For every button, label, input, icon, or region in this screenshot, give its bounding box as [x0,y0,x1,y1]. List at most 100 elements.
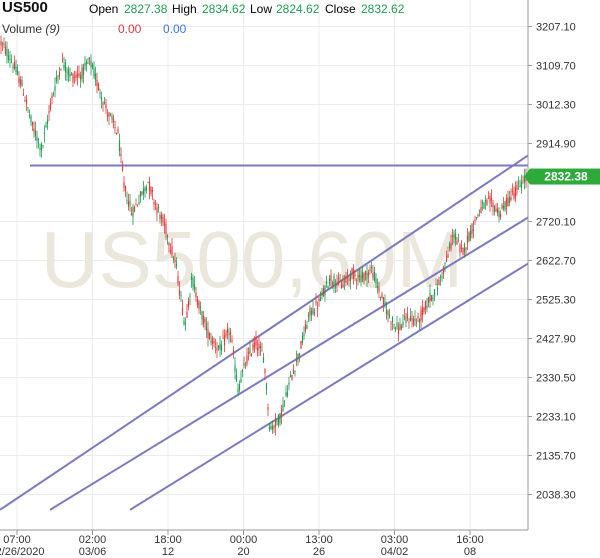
candle-body [517,182,520,184]
candle-body [489,195,491,204]
y-tick-label: 2914.90 [536,139,576,151]
trend-line-upper[interactable] [0,154,529,511]
candle-body [339,280,341,282]
candle-body [202,315,205,324]
candle-body [364,270,367,276]
candle-body [279,413,281,424]
candle-body [382,297,385,305]
candle-body [45,124,47,128]
candle-body [21,80,23,87]
candle-body [228,333,230,336]
candle-body [37,138,40,141]
candle-body [433,289,436,296]
candle-body [30,115,32,122]
candle-body [91,64,94,69]
y-tick-label: 2427.90 [536,334,576,346]
candle-body [387,311,389,315]
candle-body [319,297,322,302]
candle-body [162,216,164,223]
candle-body [175,263,178,267]
candle-body [147,182,149,184]
candle-body [55,77,58,81]
volume-value-1: 0.00 [118,22,142,36]
candle-body [450,242,452,250]
x-tick-date: 26 [313,546,325,558]
candle-body [64,62,67,72]
candle-body [505,197,508,207]
candle-body [219,343,221,350]
candle-body [186,311,188,318]
candle-body [22,94,25,96]
candle-body [379,297,382,299]
candle-body [100,97,103,101]
candle-body [189,295,191,297]
candle-body [60,69,62,71]
candle-body [295,358,298,362]
candle-body [232,350,235,355]
candle-body [288,382,290,385]
candle-body [267,407,269,410]
candle-body [249,348,251,354]
candle-body [63,64,65,68]
candle-body [403,316,406,318]
candle-body [499,214,502,218]
last-price-pointer [524,168,530,185]
candle-body [33,128,35,132]
candle-body [294,370,296,372]
candle-body [10,61,13,63]
trend-lines[interactable] [0,154,529,511]
candle-body [144,187,146,191]
candle-body [454,234,457,240]
candle-body [369,269,371,271]
candle-body [69,73,71,77]
candle-body [40,143,43,151]
candle-body [208,333,211,339]
candle-body [334,286,337,288]
candle-body [216,348,218,351]
candle-body [93,68,95,77]
candle-body [444,262,446,265]
candle-body [252,344,254,351]
candle-body [205,323,208,331]
trend-line-lower[interactable] [129,262,529,511]
trend-line-middle[interactable] [49,216,529,511]
candle-body [465,247,467,250]
candle-body [112,118,115,123]
volume-param: (9) [45,22,61,36]
y-tick-label: 2233.10 [536,412,576,424]
candle-body [519,185,521,188]
candle-body [492,202,494,208]
candle-body [246,355,248,365]
candle-body [427,296,430,303]
candle-body [381,293,383,299]
low-label: Low [250,2,273,16]
candle-body [513,192,515,199]
candle-body [424,301,427,310]
watermark: US500,60M [41,215,463,304]
candle-body [190,276,193,281]
candle-body [442,266,445,274]
candle-body [390,323,392,324]
candle-body [375,278,377,284]
candle-body [291,374,293,380]
candle-body [453,234,455,238]
candle-body [412,319,415,325]
candle-body [456,241,458,245]
candle-body [18,77,20,84]
candle-body [385,309,388,315]
candle-body [292,370,295,374]
candle-body [157,207,160,209]
candle-body [376,285,379,289]
candle-body [432,298,434,299]
candle-body [391,316,394,323]
candle-body [253,342,256,348]
candle-body [367,272,370,276]
candle-body [96,79,98,87]
candle-body [133,206,136,212]
x-tick-time: 00:00 [230,534,258,546]
x-tick-time: 03:00 [381,534,409,546]
candle-body [213,341,215,344]
candle-body [214,347,217,348]
candle-body [220,344,223,351]
